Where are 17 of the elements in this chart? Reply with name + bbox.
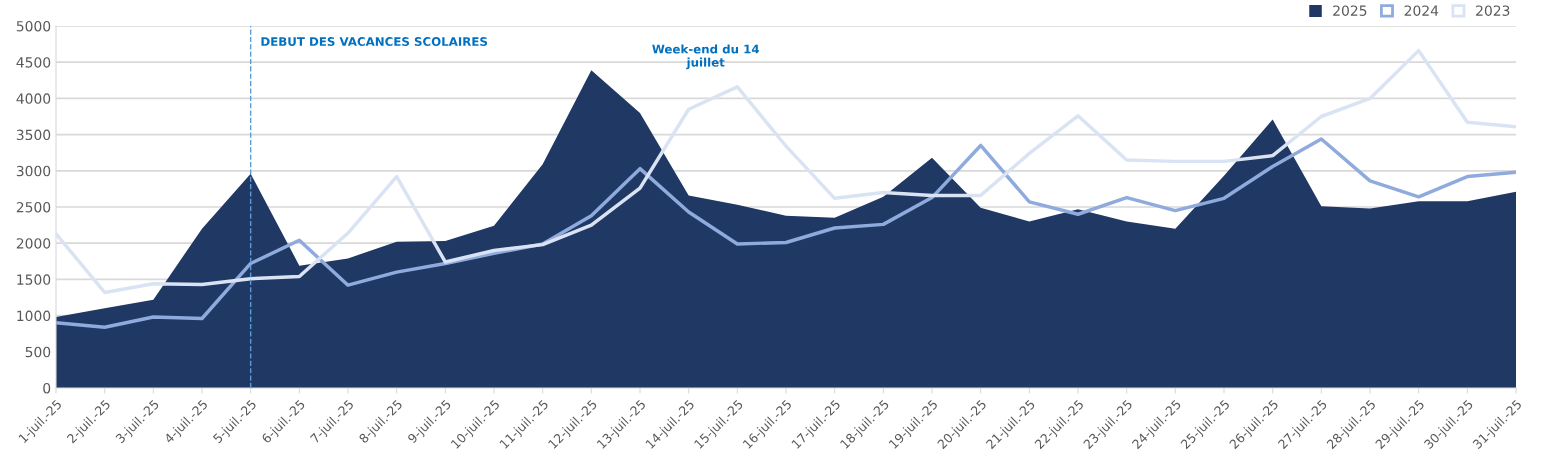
y-tick-label: 5000	[16, 20, 51, 32]
y-tick-label: 1000	[17, 310, 51, 322]
y-tick-label: 3000	[16, 165, 51, 177]
y-tick-label: 4000	[16, 93, 51, 104]
ref-line-label: DEBUT DES VACANCES SCOLAIRES	[261, 37, 488, 46]
y-tick-label: 4500	[16, 57, 51, 68]
y-tick-label: 2500	[16, 201, 51, 213]
y-tick-label: 0	[43, 382, 51, 394]
y-tick-label: 1500	[17, 274, 51, 285]
line-series	[56, 137, 1516, 329]
y-tick-label: 2000	[16, 238, 51, 249]
y-tick-label: 500	[25, 346, 51, 358]
legend-label: 2023	[1476, 5, 1510, 16]
annotation: Week-end du 14 juillet	[652, 44, 760, 70]
legend-label: 2025	[1333, 5, 1367, 16]
y-tick-label: 3500	[16, 129, 51, 141]
legend-label: 2024	[1404, 5, 1439, 16]
